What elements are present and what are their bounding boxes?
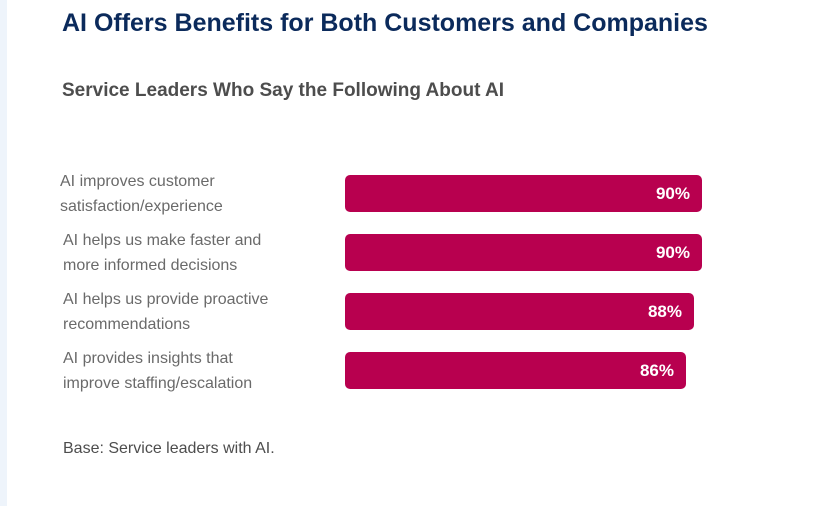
bar: 86% [345,352,686,389]
category-label: AI improves customer [60,173,215,190]
bar: 88% [345,293,694,330]
bar-value-label: 88% [647,302,682,321]
category-label: satisfaction/experience [60,198,223,215]
page-title: AI Offers Benefits for Both Customers an… [62,9,708,37]
bar-value-label: 90% [655,243,690,262]
category-label: AI provides insights that [63,350,233,367]
footnote: Base: Service leaders with AI. [63,440,275,457]
category-label: improve staffing/escalation [63,375,253,392]
left-accent-strip [0,0,7,506]
bar: 90% [345,175,702,212]
bar: 90% [345,234,702,271]
category-label: AI helps us make faster and [63,232,262,249]
bar-value-label: 90% [655,184,690,203]
category-label: AI helps us provide proactive [63,291,269,308]
chart-subtitle: Service Leaders Who Say the Following Ab… [62,80,504,101]
bar-value-label: 86% [639,361,674,380]
category-label: recommendations [63,316,191,333]
category-label: more informed decisions [63,257,238,274]
